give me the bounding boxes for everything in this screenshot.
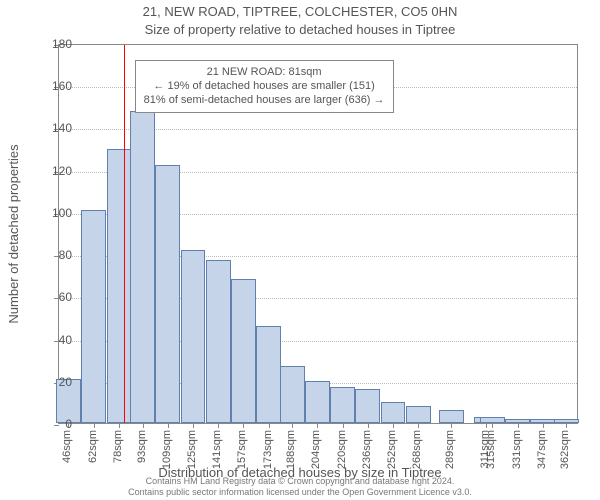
xtick-label: 93sqm xyxy=(136,430,148,463)
plot-region: 21 NEW ROAD: 81sqm← 19% of detached hous… xyxy=(58,44,578,424)
ytick-label: 20 xyxy=(32,375,72,389)
xtick-mark xyxy=(518,423,519,428)
xtick-mark xyxy=(168,423,169,428)
xtick-label: 62sqm xyxy=(87,430,99,463)
xtick-label: 157sqm xyxy=(236,430,248,469)
credits-line-2: Contains public sector information licen… xyxy=(0,487,600,498)
annotation-box: 21 NEW ROAD: 81sqm← 19% of detached hous… xyxy=(135,60,394,113)
ytick-label: 60 xyxy=(32,290,72,304)
xtick-label: 204sqm xyxy=(310,430,322,469)
xtick-mark xyxy=(317,423,318,428)
xtick-mark xyxy=(566,423,567,428)
histogram-bar xyxy=(231,279,256,423)
xtick-label: 331sqm xyxy=(511,430,523,469)
histogram-bar xyxy=(81,210,106,423)
xtick-label: 173sqm xyxy=(262,430,274,469)
histogram-bar xyxy=(280,366,305,423)
xtick-label: 315sqm xyxy=(485,430,497,469)
xtick-label: 46sqm xyxy=(61,430,73,463)
annotation-line: 81% of semi-detached houses are larger (… xyxy=(144,93,385,107)
xtick-mark xyxy=(492,423,493,428)
y-axis-label: Number of detached properties xyxy=(6,144,21,323)
xtick-label: 125sqm xyxy=(186,430,198,469)
histogram-bar xyxy=(305,381,330,423)
xtick-mark xyxy=(418,423,419,428)
histogram-bar xyxy=(107,149,132,423)
xtick-label: 188sqm xyxy=(285,430,297,469)
plot-area: 21 NEW ROAD: 81sqm← 19% of detached hous… xyxy=(58,44,578,424)
xtick-label: 141sqm xyxy=(211,430,223,469)
xtick-label: 362sqm xyxy=(559,430,571,469)
histogram-bar xyxy=(130,111,155,423)
ytick-label: 120 xyxy=(32,164,72,178)
histogram-bar xyxy=(206,260,231,423)
xtick-mark xyxy=(119,423,120,428)
histogram-bar xyxy=(381,402,406,423)
histogram-bar xyxy=(355,389,380,423)
xtick-mark xyxy=(292,423,293,428)
xtick-mark xyxy=(486,423,487,428)
histogram-bar xyxy=(406,406,431,423)
ytick-label: 180 xyxy=(32,37,72,51)
histogram-bar xyxy=(155,165,180,423)
credits: Contains HM Land Registry data © Crown c… xyxy=(0,476,600,498)
xtick-mark xyxy=(269,423,270,428)
annotation-line: 21 NEW ROAD: 81sqm xyxy=(144,65,385,79)
histogram-bar xyxy=(330,387,355,423)
ytick-label: 40 xyxy=(32,333,72,347)
xtick-mark xyxy=(393,423,394,428)
xtick-label: 236sqm xyxy=(361,430,373,469)
ytick-label: 0 xyxy=(32,417,72,431)
xtick-mark xyxy=(218,423,219,428)
ytick-label: 140 xyxy=(32,121,72,135)
ytick-label: 80 xyxy=(32,248,72,262)
ytick-label: 100 xyxy=(32,206,72,220)
xtick-label: 78sqm xyxy=(112,430,124,463)
histogram-bar xyxy=(439,410,464,423)
page-title: 21, NEW ROAD, TIPTREE, COLCHESTER, CO5 0… xyxy=(0,4,600,19)
xtick-mark xyxy=(543,423,544,428)
xtick-label: 289sqm xyxy=(444,430,456,469)
xtick-mark xyxy=(451,423,452,428)
xtick-label: 347sqm xyxy=(536,430,548,469)
histogram-bar xyxy=(256,326,281,423)
xtick-mark xyxy=(143,423,144,428)
reference-line xyxy=(124,45,125,423)
annotation-line: ← 19% of detached houses are smaller (15… xyxy=(144,79,385,93)
histogram-bar xyxy=(181,250,206,423)
ytick-label: 160 xyxy=(32,79,72,93)
chart-container: 21, NEW ROAD, TIPTREE, COLCHESTER, CO5 0… xyxy=(0,0,600,500)
xtick-label: 252sqm xyxy=(386,430,398,469)
xtick-mark xyxy=(368,423,369,428)
credits-line-1: Contains HM Land Registry data © Crown c… xyxy=(0,476,600,487)
xtick-mark xyxy=(193,423,194,428)
xtick-label: 220sqm xyxy=(336,430,348,469)
xtick-label: 268sqm xyxy=(411,430,423,469)
xtick-mark xyxy=(94,423,95,428)
xtick-mark xyxy=(243,423,244,428)
xtick-label: 109sqm xyxy=(161,430,173,469)
xtick-mark xyxy=(343,423,344,428)
page-subtitle: Size of property relative to detached ho… xyxy=(0,22,600,37)
